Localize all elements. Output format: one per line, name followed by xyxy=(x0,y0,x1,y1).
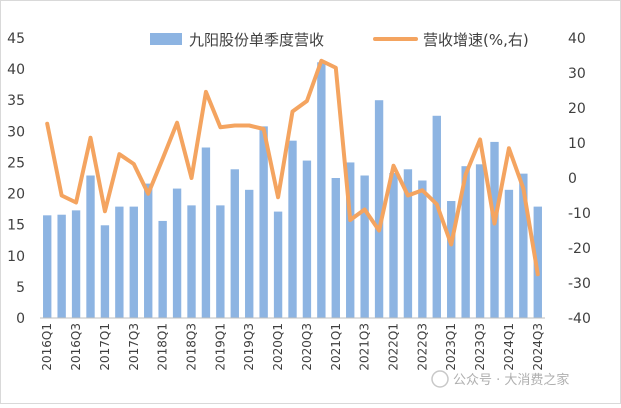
y-right-tick-label: 40 xyxy=(568,31,586,47)
bar-2022Q3 xyxy=(418,180,426,318)
y-left-tick-label: 25 xyxy=(7,155,25,171)
bar-2023Q4 xyxy=(490,142,498,318)
x-tick-label: 2023Q3 xyxy=(473,323,487,371)
bar-2016Q3 xyxy=(72,210,80,318)
bar-2017Q4 xyxy=(144,184,152,318)
bar-2019Q2 xyxy=(231,169,239,318)
bar-2020Q1 xyxy=(274,212,282,318)
bar-2022Q1 xyxy=(389,173,397,318)
y-left-tick-label: 35 xyxy=(7,93,25,109)
y-right-tick-label: -40 xyxy=(568,311,591,327)
bar-2016Q4 xyxy=(86,176,94,318)
bar-2023Q3 xyxy=(476,164,484,318)
x-tick-label: 2022Q1 xyxy=(387,323,401,371)
x-tick-label: 2024Q3 xyxy=(531,323,545,371)
bar-2018Q3 xyxy=(187,205,195,318)
x-tick-label: 2018Q3 xyxy=(185,323,199,371)
bar-2024Q1 xyxy=(505,190,513,318)
x-tick-label: 2019Q3 xyxy=(242,323,256,371)
bar-2023Q1 xyxy=(447,201,455,318)
y-left-tick-label: 45 xyxy=(7,31,25,47)
x-tick-label: 2023Q1 xyxy=(444,323,458,371)
bar-2016Q2 xyxy=(57,215,65,318)
y-right-tick-label: 0 xyxy=(568,171,577,187)
bar-2020Q3 xyxy=(303,161,311,318)
y-right-tick-label: 30 xyxy=(568,66,586,82)
x-tick-label: 2017Q1 xyxy=(98,323,112,371)
bar-2018Q2 xyxy=(173,189,181,318)
x-tick-label: 2018Q1 xyxy=(156,323,170,371)
bar-2017Q1 xyxy=(101,225,109,318)
y-left-tick-label: 30 xyxy=(7,124,25,140)
y-left-tick-label: 10 xyxy=(7,249,25,265)
legend-bar-swatch xyxy=(150,33,182,45)
x-tick-label: 2017Q3 xyxy=(127,323,141,371)
y-right-tick-label: -30 xyxy=(568,276,591,292)
legend-bar-label: 九阳股份单季度营收 xyxy=(189,31,324,49)
bar-2019Q1 xyxy=(216,205,224,318)
legend-line-label: 营收增速(%,右) xyxy=(423,31,529,49)
watermark-text: 公众号 · 大消费之家 xyxy=(453,372,569,388)
bar-2020Q2 xyxy=(288,141,296,318)
y-left-tick-label: 40 xyxy=(7,62,25,78)
x-tick-label: 2020Q1 xyxy=(271,323,285,371)
x-tick-label: 2019Q1 xyxy=(213,323,227,371)
x-tick-label: 2022Q3 xyxy=(415,323,429,371)
bar-2018Q1 xyxy=(158,221,166,318)
bar-2019Q4 xyxy=(259,126,267,318)
x-tick-label: 2016Q3 xyxy=(69,323,83,371)
y-left-tick-label: 20 xyxy=(7,187,25,203)
y-left-tick-label: 15 xyxy=(7,218,25,234)
y-right-tick-label: 20 xyxy=(568,101,586,117)
y-right-tick-label: -10 xyxy=(568,206,591,222)
watermark: 公众号 · 大消费之家 xyxy=(432,371,569,388)
y-right-tick-label: -20 xyxy=(568,241,591,257)
x-tick-label: 2021Q3 xyxy=(358,323,372,371)
bar-2016Q1 xyxy=(43,215,51,318)
y-left-tick-label: 5 xyxy=(16,280,25,296)
bar-2020Q4 xyxy=(317,62,325,318)
bar-2021Q3 xyxy=(360,176,368,318)
bar-2017Q2 xyxy=(115,207,123,318)
bar-2021Q1 xyxy=(332,178,340,318)
x-tick-label: 2021Q1 xyxy=(329,323,343,371)
bar-2018Q4 xyxy=(202,148,210,318)
x-tick-label: 2016Q1 xyxy=(40,323,54,371)
x-tick-label: 2024Q1 xyxy=(502,323,516,371)
bar-2019Q3 xyxy=(245,190,253,318)
bar-2017Q3 xyxy=(130,207,138,318)
x-tick-label: 2020Q3 xyxy=(300,323,314,371)
y-left-tick-label: 0 xyxy=(16,311,25,327)
y-right-tick-label: 10 xyxy=(568,136,586,152)
